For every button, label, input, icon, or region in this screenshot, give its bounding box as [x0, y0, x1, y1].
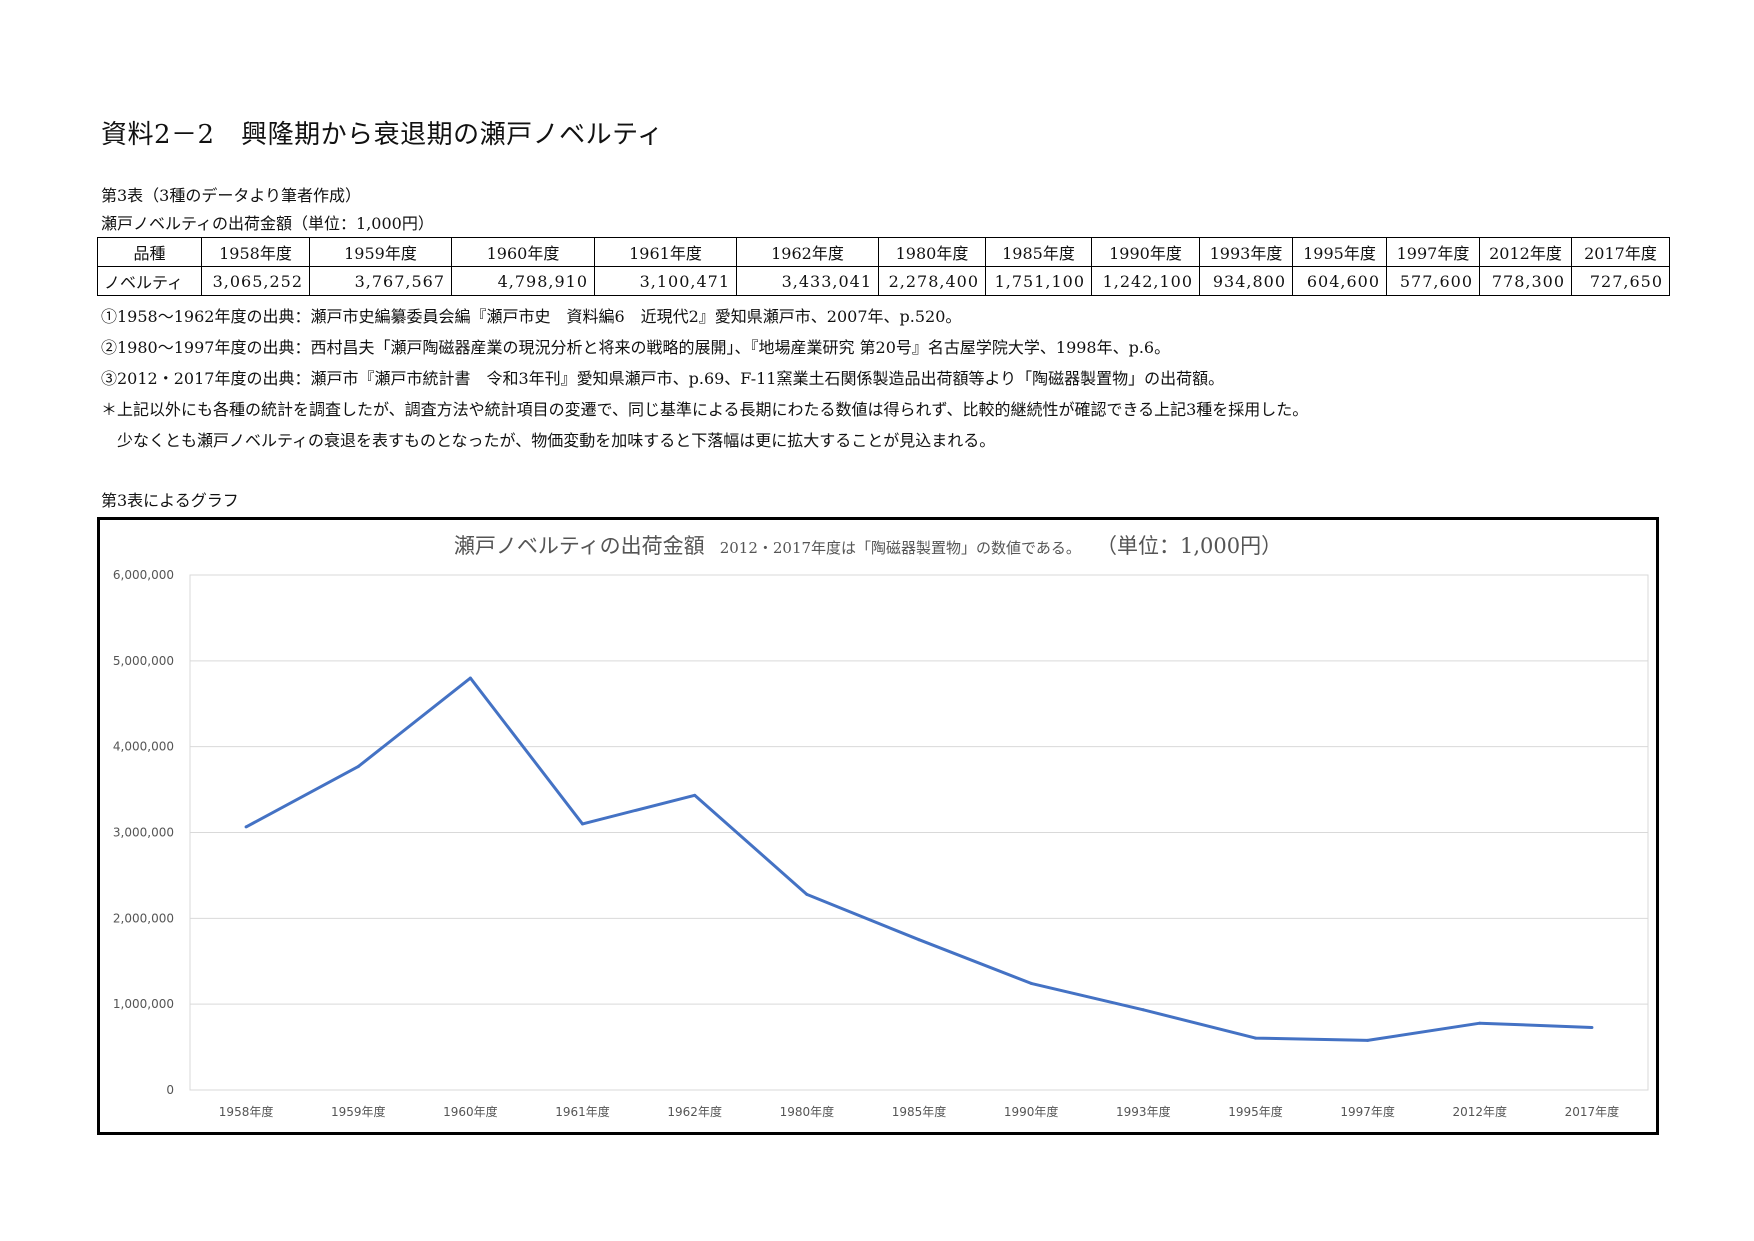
- x-tick-label: 1990年度: [1004, 1104, 1059, 1119]
- data-point: [356, 765, 360, 769]
- table-header-cell: 1980年度: [878, 237, 986, 267]
- table-cell: 934,800: [1199, 266, 1293, 296]
- data-point: [1478, 1021, 1482, 1025]
- table-cell: 604,600: [1292, 266, 1387, 296]
- x-tick-label: 2017年度: [1565, 1104, 1620, 1119]
- table-header-cell: 1997年度: [1386, 237, 1480, 267]
- x-axis-tick-labels: 1958年度 1959年度 1960年度 1961年度 1962年度 1980年度 1985…: [219, 1104, 1619, 1119]
- gridlines: [190, 660, 1648, 1005]
- table-row-label: ノベルティ: [97, 266, 202, 296]
- table-header-cell: 1961年度: [594, 237, 737, 267]
- line-chart: 瀬戸ノベルティの出荷金額 2012・2017年度は「陶磁器製置物」の数値である。…: [97, 517, 1659, 1135]
- data-point: [1366, 1038, 1370, 1042]
- data-point: [581, 822, 585, 826]
- table-cell: 1,242,100: [1091, 266, 1200, 296]
- data-point: [693, 793, 697, 797]
- table-cell: 4,798,910: [451, 266, 595, 296]
- table-cell: 1,751,100: [985, 266, 1092, 296]
- data-point: [468, 676, 472, 680]
- y-tick-label: 3,000,000: [113, 826, 174, 840]
- graph-caption: 第3表によるグラフ: [101, 491, 239, 510]
- y-tick-label: 5,000,000: [113, 654, 174, 668]
- table-cell: 778,300: [1479, 266, 1572, 296]
- series-line: [245, 676, 1592, 1042]
- y-tick-label: 0: [166, 1083, 174, 1097]
- chart-title-unit: （単位：1,000円）: [1096, 534, 1282, 558]
- table-header-row: 品種 1958年度 1959年度 1960年度 1961年度 1962年度 19…: [97, 237, 1670, 267]
- table-header-cell: 1962年度: [736, 237, 879, 267]
- x-tick-label: 2012年度: [1452, 1104, 1507, 1119]
- shipment-table: 品種 1958年度 1959年度 1960年度 1961年度 1962年度 19…: [97, 237, 1670, 296]
- series-points: [244, 676, 1594, 1042]
- y-tick-label: 4,000,000: [113, 740, 174, 754]
- data-point: [1590, 1026, 1594, 1030]
- data-point: [1253, 1036, 1257, 1040]
- y-tick-label: 2,000,000: [113, 911, 174, 925]
- x-tick-label: 1980年度: [780, 1104, 835, 1119]
- table-header-cell: 1959年度: [309, 237, 452, 267]
- table-cell: 3,065,252: [201, 266, 310, 296]
- line-chart-svg: 瀬戸ノベルティの出荷金額 2012・2017年度は「陶磁器製置物」の数値である。…: [113, 534, 1649, 1119]
- method-note-1: ＊上記以外にも各種の統計を調査したが、調査方法や統計項目の変遷で、同じ基準による…: [101, 400, 1309, 419]
- data-point: [1029, 981, 1033, 985]
- x-tick-label: 1997年度: [1340, 1104, 1395, 1119]
- data-point: [805, 892, 809, 896]
- table-cell: 3,433,041: [736, 266, 879, 296]
- table-cell: 3,767,567: [309, 266, 452, 296]
- x-tick-label: 1962年度: [667, 1104, 722, 1119]
- table-header-cell: 2017年度: [1571, 237, 1670, 267]
- method-note-2: 少なくとも瀬戸ノベルティの衰退を表すものとなったが、物価変動を加味すると下落幅は…: [101, 431, 996, 450]
- data-point: [917, 938, 921, 942]
- table-cell: 2,278,400: [878, 266, 986, 296]
- data-point: [244, 825, 248, 829]
- table-header-cell: 1995年度: [1292, 237, 1387, 267]
- table-header-cell: 1990年度: [1091, 237, 1200, 267]
- table-cell: 577,600: [1386, 266, 1480, 296]
- chart-title-main: 瀬戸ノベルティの出荷金額: [454, 534, 705, 558]
- table-cell: 3,100,471: [594, 266, 737, 296]
- table-header-cell: 1993年度: [1199, 237, 1293, 267]
- chart-title-subtitle: 2012・2017年度は「陶磁器製置物」の数値である。: [720, 539, 1081, 557]
- y-tick-label: 6,000,000: [113, 568, 174, 582]
- table-cell: 727,650: [1571, 266, 1670, 296]
- source-note-1: ①1958～1962年度の出典：瀬戸市史編纂委員会編『瀬戸市史 資料編6 近現代…: [101, 307, 962, 326]
- table-header-cell: 1960年度: [451, 237, 595, 267]
- table-header-cell: 2012年度: [1479, 237, 1572, 267]
- data-point: [1141, 1008, 1145, 1012]
- x-tick-label: 1993年度: [1116, 1104, 1171, 1119]
- x-tick-label: 1960年度: [443, 1104, 498, 1119]
- x-tick-label: 1958年度: [219, 1104, 274, 1119]
- chart-title: 瀬戸ノベルティの出荷金額 2012・2017年度は「陶磁器製置物」の数値である。…: [454, 534, 1282, 558]
- x-tick-label: 1995年度: [1228, 1104, 1283, 1119]
- source-note-2: ②1980～1997年度の出典：西村昌夫「瀬戸陶磁器産業の現況分析と将来の戦略的…: [101, 338, 1171, 357]
- table-caption: 第3表（3種のデータより筆者作成）: [101, 186, 362, 205]
- table-header-cell-kind: 品種: [97, 237, 202, 267]
- x-tick-label: 1985年度: [892, 1104, 947, 1119]
- source-note-3: ③2012・2017年度の出典：瀬戸市『瀬戸市統計書 令和3年刊』愛知県瀬戸市、…: [101, 369, 1225, 388]
- x-tick-label: 1959年度: [331, 1104, 386, 1119]
- document-heading: 資料2－2 興隆期から衰退期の瀬戸ノベルティ: [101, 120, 664, 150]
- table-row: ノベルティ 3,065,252 3,767,567 4,798,910 3,10…: [97, 266, 1670, 296]
- table-title: 瀬戸ノベルティの出荷金額（単位：1,000円）: [101, 214, 434, 233]
- y-axis-tick-labels: 0 1,000,000 2,000,000 3,000,000 4,000,000 5,0…: [113, 568, 174, 1097]
- x-tick-label: 1961年度: [555, 1104, 610, 1119]
- table-header-cell: 1958年度: [201, 237, 310, 267]
- table-header-cell: 1985年度: [985, 237, 1092, 267]
- y-tick-label: 1,000,000: [113, 997, 174, 1011]
